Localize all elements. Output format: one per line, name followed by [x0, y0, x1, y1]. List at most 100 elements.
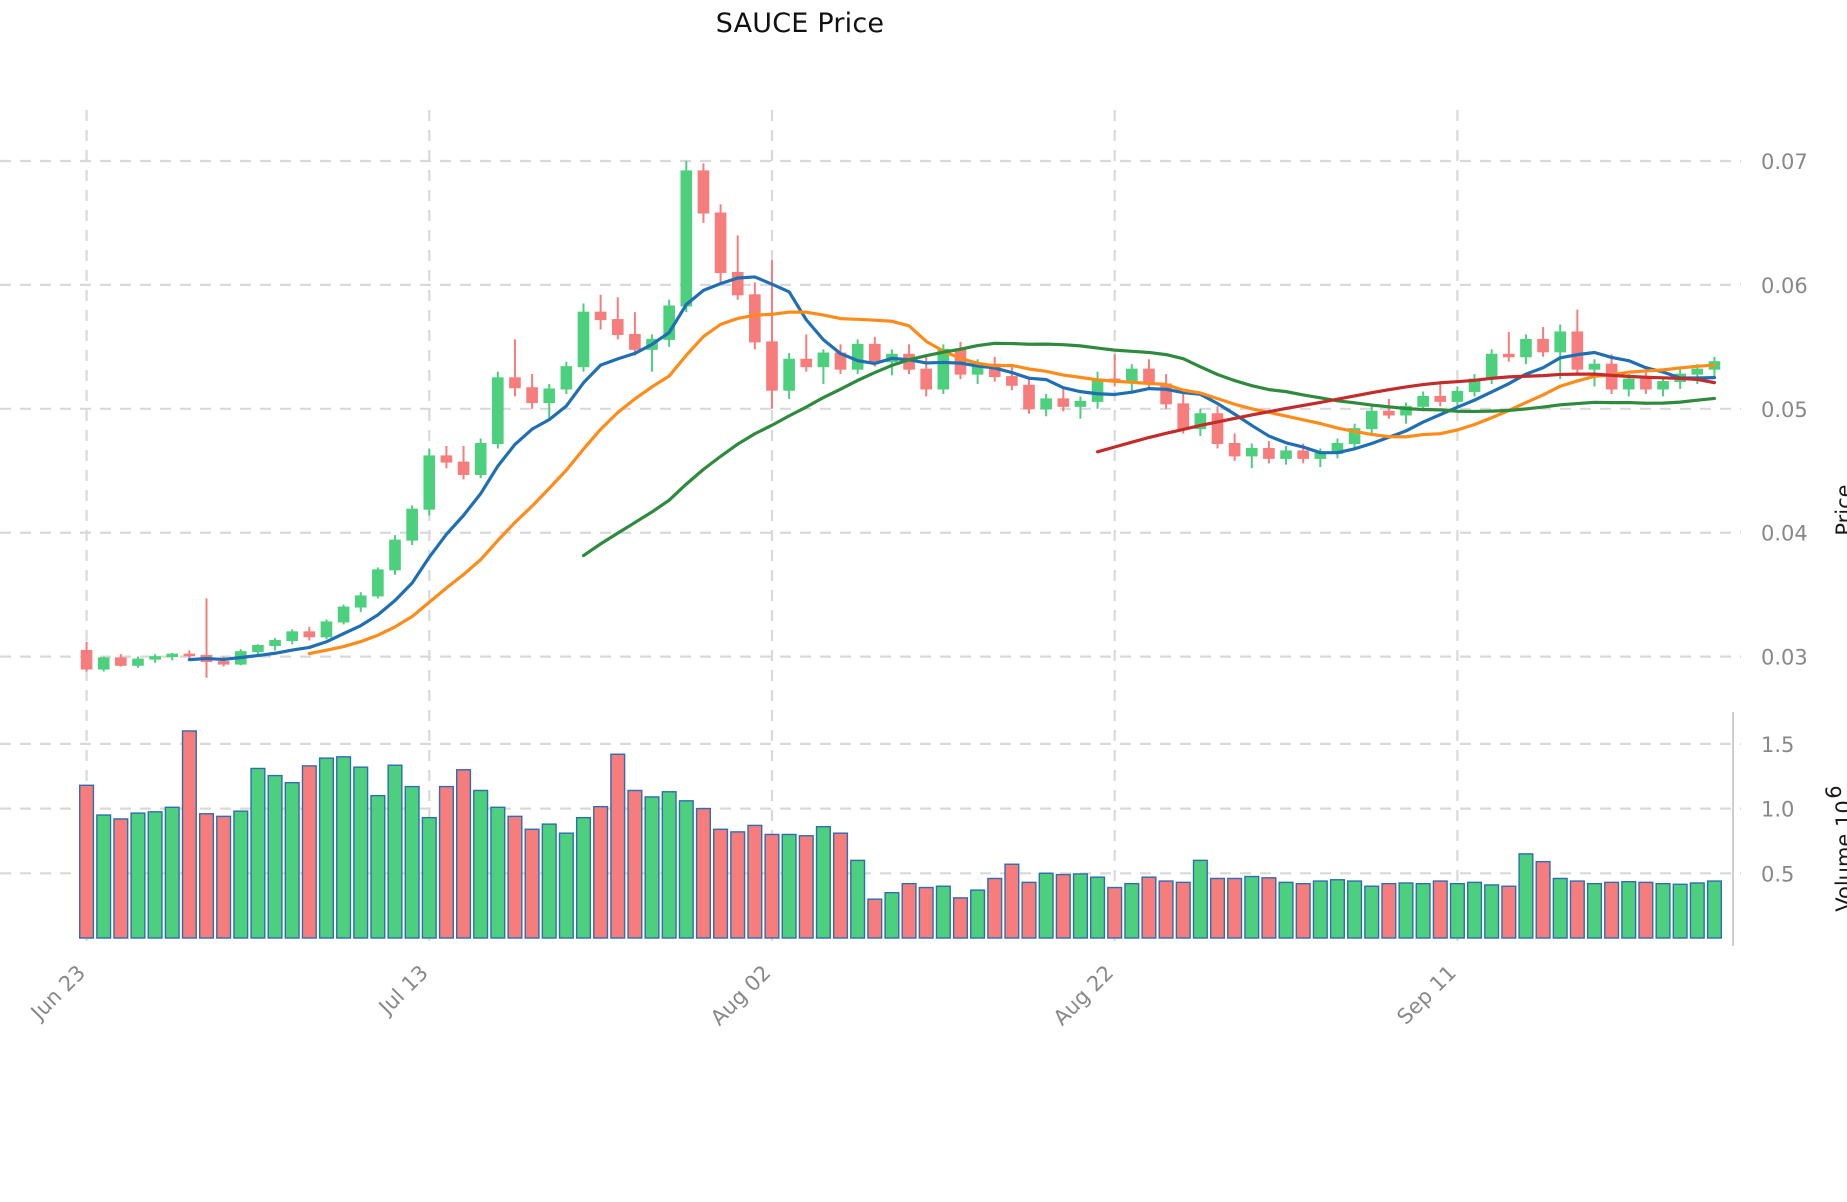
volume-axis-title: Volume 10 6 — [1822, 785, 1847, 911]
volume-bar — [1535, 860, 1551, 939]
volume-series — [79, 730, 1722, 939]
volume-bar — [901, 882, 917, 939]
price-tick-label: 0.06 — [1761, 274, 1808, 298]
candle-body — [337, 606, 350, 623]
candle-body — [1211, 413, 1224, 444]
candle-body — [766, 341, 778, 391]
candle-body — [1622, 378, 1635, 390]
moving-average-lines — [187, 275, 1717, 662]
volume-bar — [918, 886, 934, 939]
volume-bar — [1021, 881, 1037, 939]
volume-bar — [1312, 880, 1328, 939]
candle-body — [526, 387, 538, 404]
volume-bar — [490, 806, 506, 939]
volume-bar — [404, 785, 420, 939]
volume-bar — [867, 898, 883, 939]
volume-bar — [507, 815, 523, 939]
ma-short-line — [187, 275, 1717, 662]
volume-bar — [1586, 882, 1603, 939]
candle-body — [749, 294, 761, 343]
candle-body — [1348, 428, 1361, 444]
volume-bar — [1415, 882, 1431, 939]
volume-bar — [181, 730, 197, 939]
candle-body — [1023, 384, 1035, 410]
candle-body — [851, 343, 864, 370]
volume-bar — [1055, 873, 1071, 939]
candle-body — [183, 653, 196, 657]
candle-body — [1520, 338, 1532, 358]
volume-bar — [284, 782, 300, 939]
volume-bar — [301, 765, 317, 939]
price-tick-label: 0.07 — [1761, 150, 1808, 174]
volume-bar — [1672, 883, 1688, 939]
candle-body — [1177, 403, 1190, 430]
volume-bar — [1484, 884, 1500, 939]
candle-body — [697, 170, 710, 214]
volume-bar — [1466, 881, 1483, 939]
volume-bar — [1501, 885, 1517, 939]
volume-bar — [336, 756, 352, 939]
volume-bar — [267, 774, 283, 939]
candle-body — [714, 212, 727, 274]
volume-bar — [935, 885, 951, 939]
candle-body — [474, 443, 487, 475]
volume-bar — [798, 835, 814, 939]
candle-body — [1126, 368, 1138, 383]
candle-body — [1691, 368, 1704, 375]
candle-body — [1640, 378, 1652, 390]
candle-body — [1074, 400, 1087, 407]
volume-bar — [1381, 882, 1397, 939]
candle-body — [492, 377, 504, 444]
volume-bar — [1090, 876, 1106, 939]
candle-body — [509, 377, 521, 389]
volume-bar — [130, 812, 146, 939]
volume-bar — [713, 828, 729, 939]
candle-body — [217, 661, 230, 665]
volume-bar — [730, 831, 746, 939]
volume-bar — [1706, 880, 1722, 939]
chart-title: SAUCE Price — [715, 8, 885, 39]
candle-body — [252, 644, 264, 653]
candle-body — [440, 455, 453, 463]
ma-long-line — [581, 341, 1717, 558]
candle-body — [303, 631, 316, 638]
candle-body — [1006, 376, 1018, 386]
volume-bar — [370, 794, 386, 939]
volume-bar — [1398, 882, 1414, 939]
volume-bar — [1261, 877, 1277, 939]
candle-body — [286, 631, 299, 642]
volume-bar — [815, 826, 831, 939]
candle-body — [115, 657, 127, 666]
candle-body — [1537, 338, 1549, 353]
candle-body — [406, 508, 418, 541]
candle-body — [1588, 363, 1601, 370]
candle-body — [1228, 443, 1241, 457]
volume-bar — [593, 805, 609, 939]
candle-body — [920, 368, 933, 390]
volume-bar — [1552, 877, 1568, 939]
volume-bar — [1175, 881, 1191, 939]
volume-bar — [1347, 880, 1363, 939]
volume-bar — [884, 892, 900, 939]
volume-bar — [198, 813, 215, 939]
candle-body — [1485, 353, 1498, 380]
date-tick-label: Jul 13 — [373, 961, 433, 1021]
candle-body — [543, 388, 556, 404]
date-tick-label: Aug 02 — [706, 961, 776, 1031]
volume-bar — [627, 789, 643, 939]
volume-axis-title-text: Volume 10 — [1832, 800, 1847, 912]
volume-bar — [1158, 880, 1174, 939]
candle-body — [1280, 450, 1292, 459]
candle-body — [594, 311, 607, 321]
volume-bar — [79, 784, 95, 939]
volume-bar — [661, 791, 677, 939]
volume-bar — [1655, 882, 1671, 939]
volume-bar — [695, 807, 711, 939]
volume-bar — [764, 833, 780, 939]
candle-body — [97, 657, 110, 670]
volume-bar — [1004, 863, 1020, 939]
volume-bar — [1244, 875, 1260, 939]
candle-body — [389, 539, 401, 571]
ma-xlong-line — [1095, 372, 1717, 454]
